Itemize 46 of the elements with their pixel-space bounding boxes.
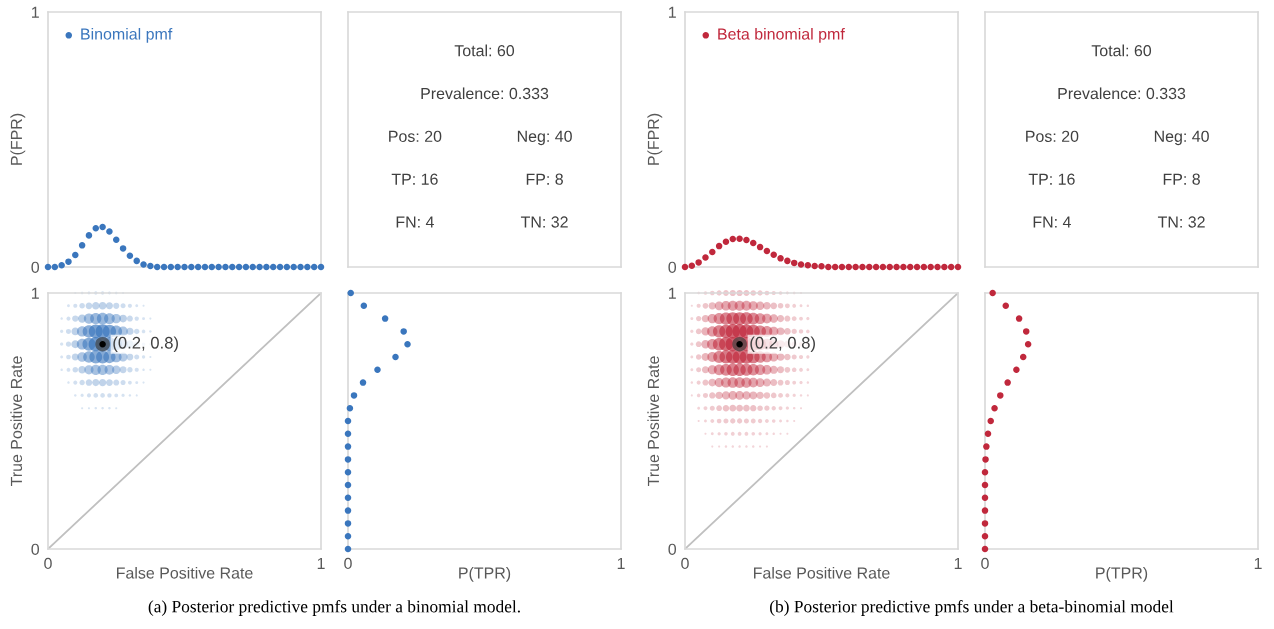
x-tick-label: 0	[344, 557, 352, 570]
x-tick-label: 0	[44, 557, 52, 570]
text: TP: 16	[391, 173, 438, 185]
x-axis-title: False Positive Rate	[754, 566, 890, 579]
text: Pos: 20	[1026, 130, 1079, 142]
legend-label: Beta binomial pmf	[718, 27, 845, 43]
y-tick-label: 0	[668, 261, 677, 273]
text: TN: 32	[520, 216, 568, 228]
x-tick-label: 1	[617, 557, 625, 569]
text: TP: 16	[1028, 173, 1075, 185]
text: FN: 4	[1033, 216, 1071, 228]
text: FP: 8	[526, 173, 563, 185]
y-tick-label: 0	[668, 543, 677, 555]
y-tick-label: 1	[669, 6, 676, 18]
annotation: (0.2, 0.8)	[750, 336, 815, 352]
text: Pos: 20	[389, 130, 442, 142]
text: Prevalence: 0.333	[421, 87, 549, 100]
legend-label: Binomial pmf	[81, 27, 173, 43]
text: (a) Posterior predictive pmfs under a binomial model.	[148, 600, 520, 616]
x-tick-label: 1	[954, 557, 962, 569]
y-axis-title: P(FPR)	[647, 113, 663, 165]
x-axis-title: False Positive Rate	[117, 566, 253, 579]
text: Total: 60	[454, 44, 515, 57]
annotation: (0.2, 0.8)	[113, 336, 178, 352]
y-axis-title: True Positive Rate	[647, 356, 660, 487]
text: Neg: 40	[517, 130, 572, 146]
x-tick-label: 0	[681, 557, 689, 570]
y-axis-title: P(FPR)	[10, 113, 26, 165]
x-axis-title: P(TPR)	[1096, 566, 1148, 582]
text: Prevalence: 0.333	[1058, 87, 1186, 100]
text: FN: 4	[396, 216, 434, 228]
y-tick-label: 0	[31, 261, 40, 273]
y-tick-label: 1	[32, 287, 39, 299]
y-tick-label: 0	[31, 543, 40, 555]
y-axis-title: True Positive Rate	[10, 356, 23, 487]
text: FP: 8	[1163, 173, 1200, 185]
x-tick-label: 1	[317, 557, 325, 569]
x-axis-title: P(TPR)	[459, 566, 511, 582]
y-tick-label: 1	[669, 287, 676, 299]
text: TN: 32	[1157, 216, 1205, 228]
text: Total: 60	[1091, 44, 1152, 57]
y-tick-label: 1	[32, 6, 39, 18]
x-tick-label: 0	[981, 557, 989, 570]
text: Neg: 40	[1154, 130, 1209, 146]
text: (b) Posterior predictive pmfs under a beta-binomial model	[770, 600, 1174, 616]
x-tick-label: 1	[1254, 557, 1262, 569]
